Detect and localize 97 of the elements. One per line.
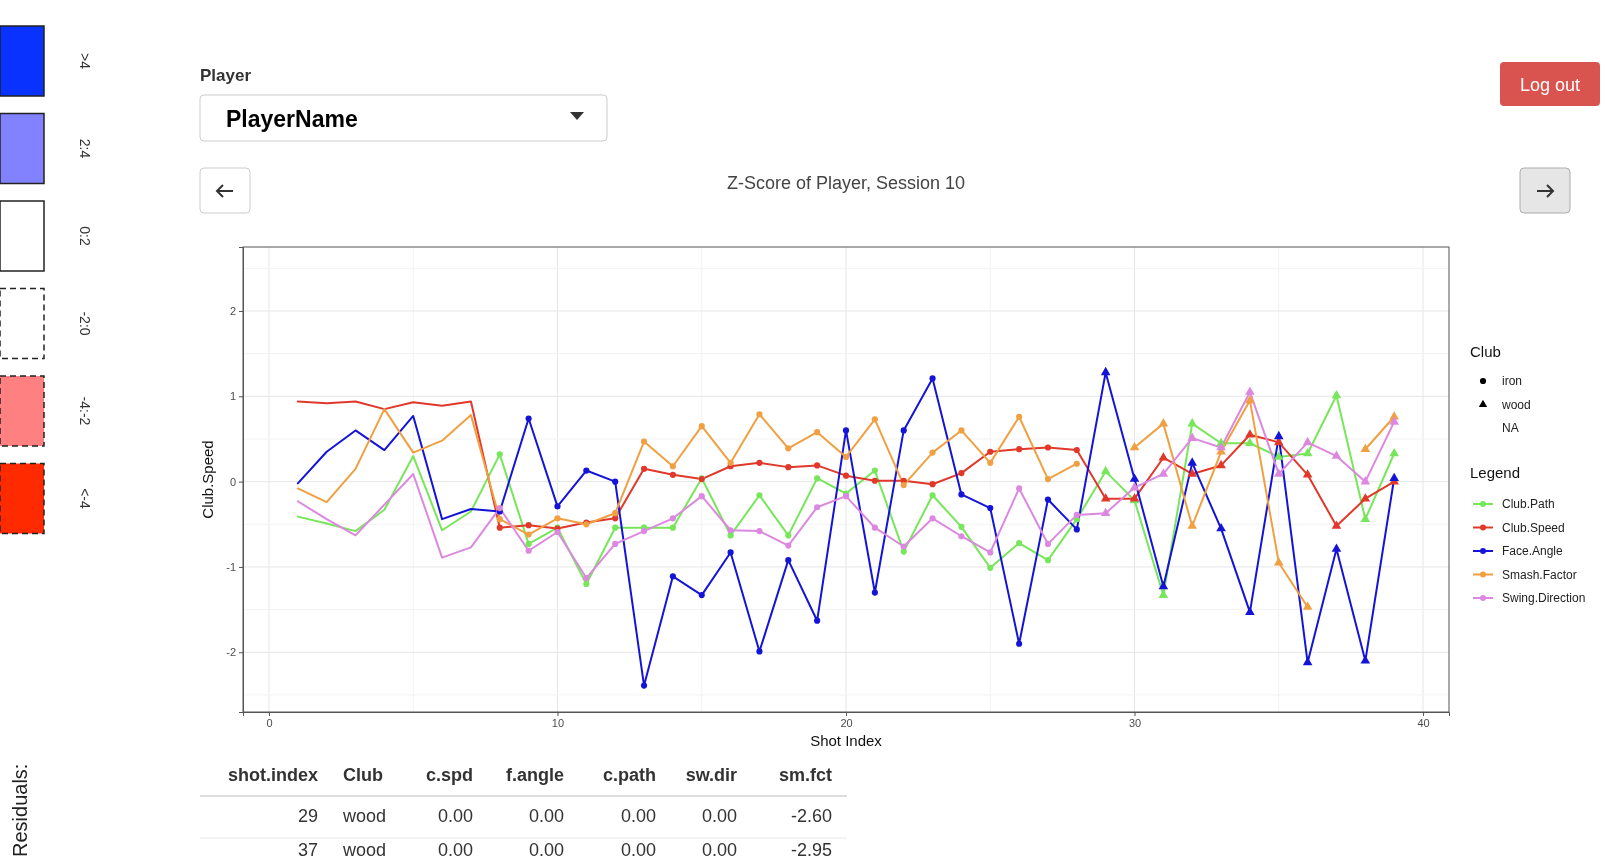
- text: 0.00: [528, 840, 564, 860]
- text: >4: [77, 53, 94, 70]
- text: iron: [1502, 374, 1523, 388]
- legend-label: Swing.Direction: [1502, 591, 1586, 605]
- text: PlayerName: [226, 106, 358, 132]
- text: 0.00: [620, 840, 656, 860]
- point: [1245, 437, 1255, 447]
- legend-label: Smash.Factor: [1502, 567, 1577, 582]
- point: [1389, 447, 1399, 457]
- text: sw.dir: [685, 765, 737, 785]
- text: 29: [297, 806, 318, 826]
- text: 37: [297, 840, 318, 860]
- point: [1187, 468, 1198, 477]
- point: [1129, 482, 1140, 491]
- text: f.angle: [505, 765, 564, 785]
- point: [1331, 450, 1342, 459]
- text: 0.00: [701, 840, 737, 860]
- x-tick-label: 40: [1417, 716, 1430, 729]
- text: 0.00: [437, 840, 473, 860]
- point: [1158, 581, 1169, 590]
- point: [1302, 469, 1313, 478]
- y-tick-label: -1: [226, 560, 236, 573]
- point: [1216, 523, 1226, 532]
- text: Club: [1470, 343, 1501, 360]
- point: [1187, 432, 1198, 441]
- y-tick-label: 0: [229, 475, 236, 488]
- text: shot.index: [227, 765, 318, 785]
- text: 0:2: [77, 226, 94, 246]
- text: 2:4: [77, 138, 94, 159]
- point: [1331, 389, 1342, 399]
- point: [1100, 507, 1111, 516]
- text: <-4: [77, 488, 94, 510]
- x-tick-label: 20: [840, 716, 853, 729]
- x-axis-title: Shot Index: [810, 732, 883, 749]
- point: [1187, 520, 1198, 529]
- text: -4:-2: [77, 396, 94, 426]
- point: [1245, 606, 1255, 615]
- point: [1216, 459, 1226, 469]
- y-tick-label: -2: [226, 646, 236, 659]
- legend-label: Face.Angle: [1502, 544, 1564, 558]
- point: [1100, 465, 1111, 475]
- point: [1360, 655, 1371, 664]
- point: [1389, 472, 1399, 481]
- text: wood: [342, 840, 387, 860]
- text: c.spd: [425, 765, 473, 785]
- point: [1360, 443, 1371, 452]
- point: [1245, 386, 1255, 395]
- point: [1158, 468, 1169, 477]
- text: Player: [200, 66, 252, 85]
- point: [1158, 452, 1169, 461]
- point: [1100, 493, 1111, 502]
- point: [1273, 451, 1284, 460]
- y-tick-label: 1: [229, 390, 236, 403]
- point: [1302, 447, 1313, 457]
- text: 0.00: [528, 806, 564, 826]
- text: NA: [1502, 421, 1519, 435]
- point: [1187, 418, 1198, 427]
- point: [1360, 513, 1371, 522]
- point: [1331, 520, 1342, 529]
- text: 0.00: [701, 806, 737, 826]
- text: sm.fct: [778, 765, 833, 785]
- point: [1389, 416, 1399, 425]
- y-axis-title: Club.Speed: [199, 440, 216, 519]
- point: [1360, 476, 1371, 485]
- point: [1187, 457, 1198, 466]
- point: [1302, 436, 1313, 446]
- x-tick-label: 30: [1128, 716, 1142, 729]
- point: [1273, 468, 1284, 477]
- point: [1100, 366, 1111, 376]
- text: Residuals:: [9, 763, 32, 857]
- point: [1158, 589, 1169, 598]
- legend-label: Club.Speed: [1502, 520, 1565, 535]
- text: wood: [342, 806, 387, 826]
- x-tick-label: 0: [266, 716, 273, 729]
- x-tick-label: 10: [551, 716, 565, 729]
- point: [1216, 441, 1226, 451]
- point: [1360, 493, 1371, 502]
- text: -2.60: [790, 806, 832, 826]
- text: Club: [343, 765, 383, 785]
- text: 0.00: [437, 806, 473, 826]
- text: -2.95: [790, 840, 832, 860]
- text: wood: [1501, 397, 1531, 412]
- legend-label: Club.Path: [1502, 497, 1555, 511]
- chart-title: Z-Score of Player, Session 10: [726, 173, 966, 193]
- legend-title: Legend: [1470, 464, 1521, 481]
- point: [1129, 473, 1140, 482]
- text: c.path: [602, 765, 656, 785]
- text: Log out: [1519, 75, 1581, 95]
- point: [1129, 441, 1140, 451]
- y-tick-label: 2: [229, 305, 236, 318]
- text: 0.00: [620, 806, 656, 826]
- text: -2:0: [77, 311, 94, 336]
- point: [1302, 601, 1313, 610]
- point: [1158, 418, 1169, 427]
- point: [1331, 543, 1342, 552]
- point: [1273, 430, 1284, 440]
- point: [1245, 395, 1255, 404]
